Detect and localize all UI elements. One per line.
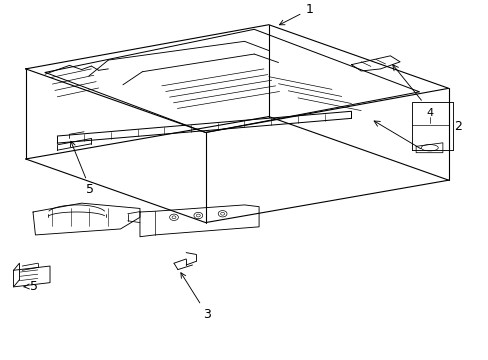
Text: 2: 2 [454, 120, 462, 133]
Text: 5: 5 [24, 280, 38, 293]
Text: 1: 1 [279, 3, 312, 25]
Text: 3: 3 [181, 273, 211, 321]
Text: 5: 5 [70, 141, 94, 196]
Text: 4: 4 [426, 108, 433, 118]
